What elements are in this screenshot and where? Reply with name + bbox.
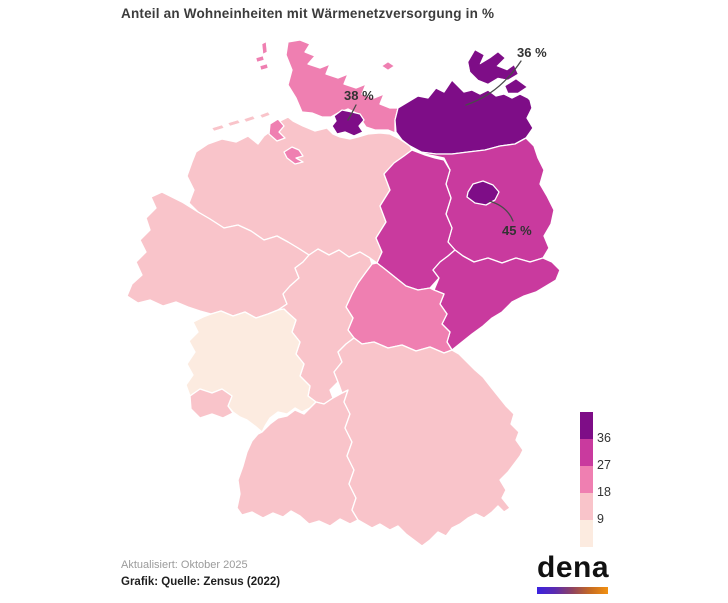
legend-tick-36: 36 [597, 431, 611, 445]
state-sachsen[interactable] [432, 249, 561, 351]
legend-swatch-under-9 [580, 520, 593, 547]
legend-tick-9: 9 [597, 512, 604, 526]
island-ruegen [467, 49, 519, 85]
legend-swatch-over-36 [580, 412, 593, 439]
island-north-frisian-1 [261, 41, 268, 55]
annotation-hamburg: 38 % [344, 88, 374, 103]
island-east-frisian-3 [243, 115, 256, 123]
dena-logo: dena [537, 551, 609, 594]
legend-swatch-9-18 [580, 493, 593, 520]
state-hessen[interactable] [277, 248, 373, 405]
dena-logo-text: dena [537, 551, 610, 584]
annotation-mecklenburg-vorpommern: 36 % [517, 45, 547, 60]
state-berlin[interactable] [466, 180, 500, 206]
island-usedom [504, 78, 528, 94]
state-sachsen-anhalt[interactable] [375, 149, 456, 291]
state-bremen[interactable] [283, 146, 304, 165]
legend-swatch-18-27 [580, 466, 593, 493]
state-saarland[interactable] [189, 388, 234, 419]
page-title: Anteil an Wohneinheiten mit Wärmenetzver… [121, 6, 495, 21]
state-hamburg[interactable] [331, 109, 365, 137]
annotation-berlin: 45 % [502, 223, 532, 238]
dena-logo-gradient [537, 587, 608, 594]
legend-tick-18: 18 [597, 485, 611, 499]
island-north-frisian-3 [259, 63, 269, 71]
island-east-frisian-2 [227, 119, 241, 127]
updated-timestamp: Aktualisiert: Oktober 2025 [121, 559, 248, 571]
state-rheinland-pfalz[interactable] [185, 308, 317, 433]
color-legend [580, 412, 593, 547]
island-north-frisian-2 [255, 55, 265, 63]
legend-tick-27: 27 [597, 458, 611, 472]
leader-line-hh [347, 104, 357, 121]
source-credit: Grafik: Quelle: Zensus (2022) [121, 576, 281, 588]
island-east-frisian-1 [211, 124, 225, 132]
leader-line-mv [465, 60, 522, 106]
island-fehmarn [381, 61, 395, 71]
legend-swatch-27-36 [580, 439, 593, 466]
state-schleswig-holstein[interactable] [285, 39, 399, 134]
leader-line-be [488, 200, 514, 222]
state-bremen-bremerhaven[interactable] [268, 118, 286, 142]
island-east-frisian-4 [259, 111, 271, 119]
state-bayern[interactable] [333, 337, 524, 547]
